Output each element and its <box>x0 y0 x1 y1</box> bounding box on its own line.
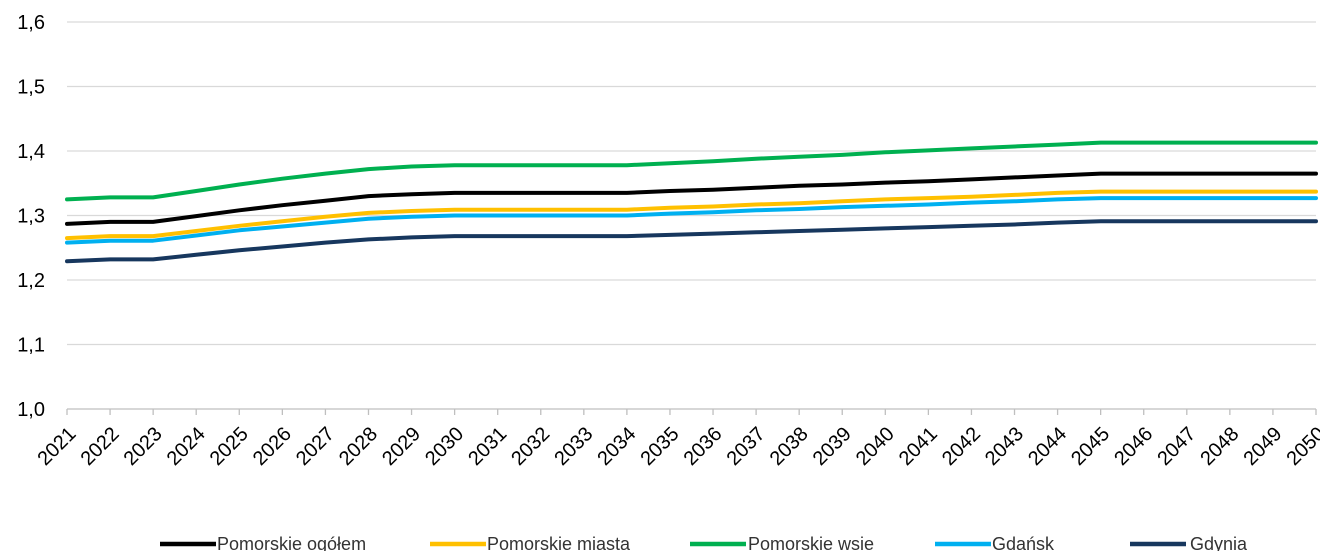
x-tick-label: 2028 <box>335 423 382 470</box>
x-tick-label: 2040 <box>852 423 899 470</box>
x-tick-label: 2048 <box>1196 423 1243 470</box>
x-tick-label: 2046 <box>1110 423 1157 470</box>
x-tick-label: 2032 <box>507 423 554 470</box>
series-lines <box>65 140 1318 264</box>
y-tick-label: 1,0 <box>17 399 45 421</box>
x-tick-label: 2026 <box>249 423 296 470</box>
series-line-5 <box>65 219 1318 264</box>
series-line-2 <box>65 189 1318 241</box>
series-line-1 <box>65 171 1318 226</box>
x-tick-label: 2025 <box>206 423 253 470</box>
x-tick-label: 2050 <box>1283 423 1320 470</box>
y-tick-label: 1,1 <box>17 335 45 357</box>
x-tick-label: 2045 <box>1067 423 1114 470</box>
x-tick-label: 2023 <box>120 423 167 470</box>
y-tick-label: 1,2 <box>17 270 45 292</box>
x-tick-label: 2042 <box>938 423 985 470</box>
x-tick-label: 2027 <box>292 423 339 470</box>
x-tick-label: 2044 <box>1024 423 1071 470</box>
y-tick-label: 1,4 <box>17 141 45 163</box>
legend-label: Gdańsk <box>992 534 1055 551</box>
x-axis-tick-labels: 2021202220232024202520262027202820292030… <box>34 423 1320 470</box>
x-tick-label: 2021 <box>34 423 81 470</box>
x-tick-label: 2049 <box>1239 423 1286 470</box>
gridlines <box>67 21 1316 346</box>
y-tick-label: 1,3 <box>17 206 45 228</box>
x-tick-label: 2031 <box>464 423 511 470</box>
x-tick-label: 2036 <box>680 423 727 470</box>
legend-label: Gdynia <box>1190 534 1248 551</box>
x-tick-label: 2030 <box>421 423 468 470</box>
x-tick-label: 2043 <box>981 423 1028 470</box>
legend: Pomorskie ogółem Pomorskie miasta Pomorski… <box>160 534 1248 551</box>
x-tick-label: 2029 <box>378 423 425 470</box>
x-tick-label: 2038 <box>766 423 813 470</box>
y-tick-label: 1,6 <box>17 12 45 34</box>
x-axis <box>66 408 1317 415</box>
x-tick-label: 2024 <box>163 423 210 470</box>
x-tick-label: 2047 <box>1153 423 1200 470</box>
x-tick-label: 2022 <box>77 423 124 470</box>
x-tick-label: 2039 <box>809 423 856 470</box>
series-line-4 <box>65 196 1318 245</box>
y-tick-label: 1,5 <box>17 77 45 99</box>
x-tick-label: 2041 <box>895 423 942 470</box>
x-tick-label: 2034 <box>593 423 640 470</box>
legend-label: Pomorskie ogółem <box>217 534 366 551</box>
x-tick-label: 2037 <box>723 423 770 470</box>
x-tick-label: 2035 <box>636 423 683 470</box>
legend-label: Pomorskie wsie <box>748 534 874 551</box>
x-tick-label: 2033 <box>550 423 597 470</box>
y-axis-tick-labels: 1,0 1,1 1,2 1,3 1,4 1,5 1,6 <box>17 12 45 421</box>
series-line-3 <box>65 140 1318 202</box>
legend-label: Pomorskie miasta <box>487 534 631 551</box>
